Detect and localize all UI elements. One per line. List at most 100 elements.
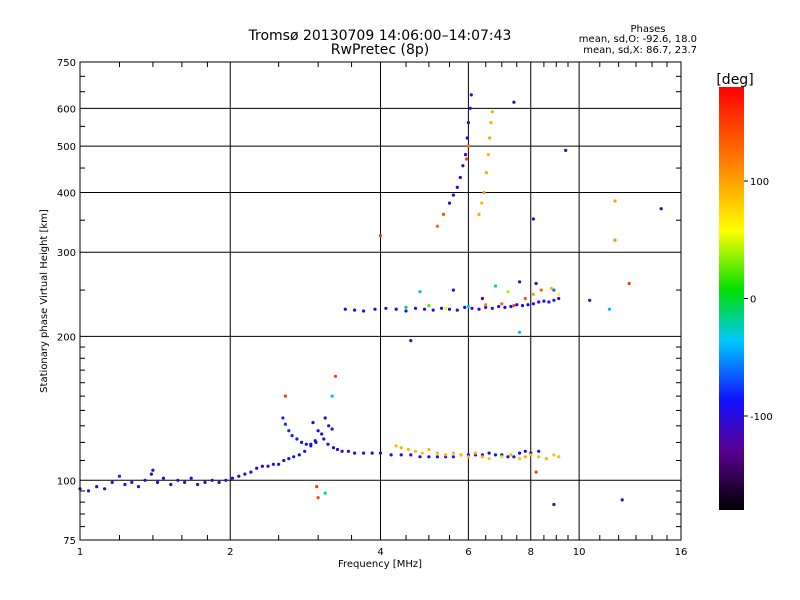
data-point [620,498,624,502]
x-tick-label: 6 [465,547,471,558]
data-point [283,394,287,398]
data-point [461,164,465,168]
data-point [316,496,320,500]
data-point [490,110,494,114]
data-point [518,330,522,334]
phases-heading: Phases [630,24,665,35]
data-point [518,457,522,461]
data-point [444,306,448,310]
data-point [155,480,160,484]
colorbar-tick-label: -100 [750,412,773,423]
data-point [512,304,516,308]
data-point [490,306,494,310]
data-point [588,298,592,302]
y-tick-labels: 75 100 200 300 400 500 600 750 [57,58,76,547]
data-point [512,455,516,459]
data-point [451,193,455,197]
data-point [534,281,538,286]
data-point [537,455,541,459]
data-point [500,455,504,459]
data-point [455,185,459,189]
data-point [427,447,431,452]
data-point [484,303,488,307]
data-point [266,464,270,468]
data-point [95,485,99,489]
data-point [404,309,408,313]
data-point [613,238,617,242]
data-point [487,457,491,461]
data-point [243,472,247,476]
data-point [557,455,561,459]
y-tick-label: 100 [57,476,76,487]
data-point [394,444,398,448]
data-point [473,451,478,455]
data-point [161,476,166,480]
data-point [300,440,304,444]
data-point [249,470,253,474]
data-point [304,442,308,446]
data-point [409,339,413,343]
data-point [237,474,241,478]
data-point [389,453,393,457]
data-point [537,300,541,304]
data-point [552,453,556,457]
data-point [447,201,452,205]
data-point [518,451,522,455]
x-tick-label: 1 [77,547,83,558]
data-point [103,487,107,491]
data-point [497,304,501,309]
data-point [465,157,469,161]
data-point [435,455,439,459]
data-point [323,491,327,495]
data-point [378,234,383,238]
data-point [123,482,127,487]
data-point [346,449,350,453]
data-point [627,281,631,286]
data-point [515,303,519,307]
data-point [394,307,398,311]
colorbar-ticks: 100 0 -100 [744,177,773,423]
data-point [539,288,543,292]
data-point [484,305,488,309]
data-point [309,442,313,446]
x-tick-label: 16 [675,547,688,558]
data-point [552,502,556,507]
y-tick-label: 75 [63,536,76,547]
chart-title: Tromsø 20130709 14:06:00–14:07:43 [248,28,512,44]
data-point [482,190,486,195]
y-tick-label: 200 [57,332,76,343]
data-point [362,309,366,313]
colorbar-tick-label: 0 [750,295,756,306]
data-point [217,480,221,484]
data-point [531,302,536,306]
data-point [287,457,291,461]
data-point [169,482,173,487]
data-point [542,299,546,303]
data-point [292,455,296,459]
chart-subtitle: RwPretec (8p) [331,42,429,58]
data-point [399,446,403,450]
data-point [409,453,413,457]
data-point [557,296,561,301]
data-point [418,455,422,459]
data-point [353,308,357,312]
grid-lines [80,62,681,540]
data-point [189,476,193,480]
data-point [330,427,334,431]
data-point [323,416,327,420]
data-point [297,453,301,457]
data-point [413,449,418,453]
data-point [384,306,388,310]
data-point [326,442,330,446]
x-axis-label: Frequency [MHz] [338,559,422,570]
data-point [224,478,228,482]
data-point [544,457,549,461]
data-point [607,307,612,311]
data-point [399,453,403,457]
data-point [277,462,281,466]
y-tick-label: 500 [57,142,76,153]
x-tick-label: 4 [377,547,383,558]
data-point [183,480,187,484]
data-point [468,106,472,110]
data-point [506,290,510,294]
